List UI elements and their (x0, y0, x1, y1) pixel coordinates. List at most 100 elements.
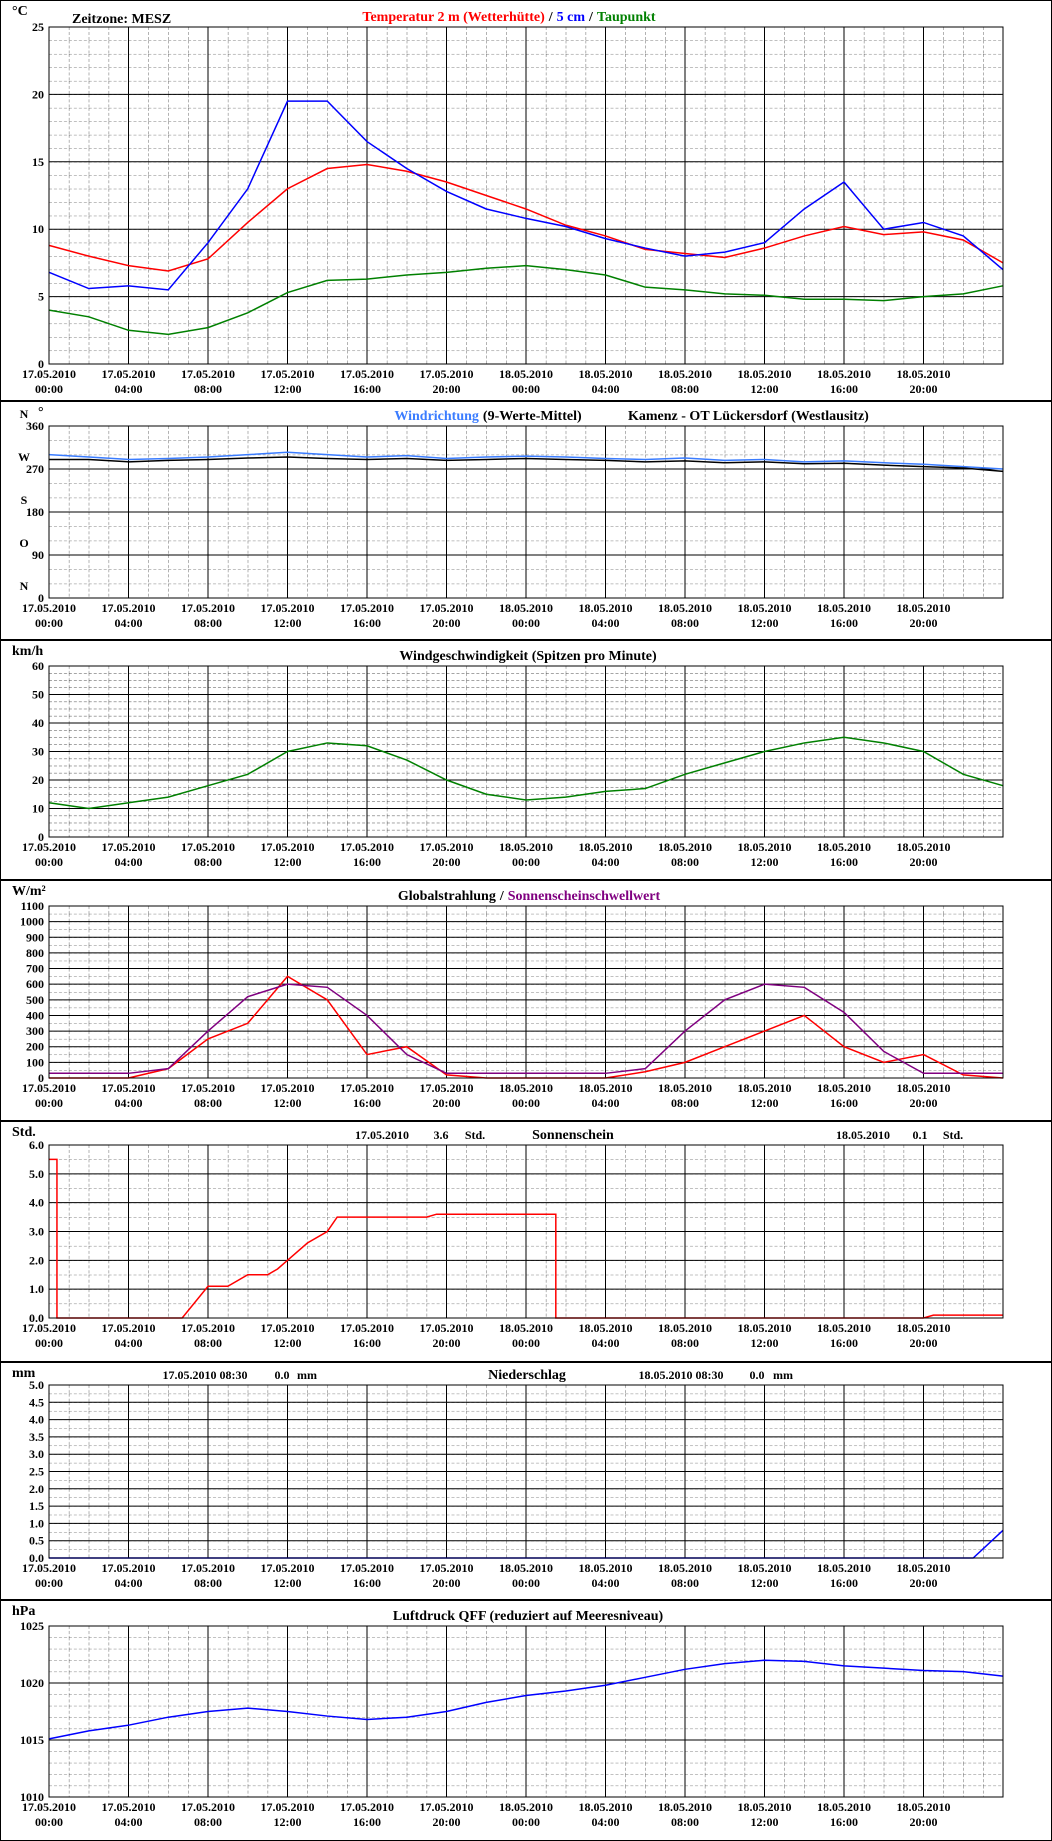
series-line (48, 736, 1004, 810)
x-tick-label: 18.05.2010 04:00 (579, 367, 633, 396)
separator: / (588, 10, 594, 25)
y-tick-label: 500 (26, 993, 44, 1007)
y-tick-label: 1.0 (29, 1282, 44, 1296)
plot-border (48, 665, 1004, 838)
x-tick-label: 17.05.2010 04:00 (102, 840, 156, 869)
x-tick-label: 17.05.2010 04:00 (102, 601, 156, 630)
series-line (48, 100, 1004, 291)
x-tick-label: 17.05.2010 08:00 (181, 1800, 235, 1829)
x-tick-label: 18.05.2010 16:00 (817, 601, 871, 630)
y-tick-label: 300 (26, 1024, 44, 1038)
legend-entry: Globalstrahlung (398, 889, 496, 904)
x-tick-label: 17.05.2010 20:00 (420, 601, 474, 630)
y-tick-label: 100 (26, 1055, 44, 1069)
x-tick-label: 18.05.2010 08:00 (658, 1321, 712, 1350)
legend-entry: 5 cm (557, 10, 586, 25)
x-tick-label: 18.05.2010 08:00 (658, 1561, 712, 1590)
x-tick-label: 18.05.2010 08:00 (658, 601, 712, 630)
series-line (48, 451, 1004, 470)
total-unit: mm (773, 1368, 793, 1382)
y-tick-label: 2.0 (29, 1482, 44, 1496)
y-tick-label: 2.0 (29, 1253, 44, 1267)
legend-entry: Taupunkt (597, 10, 656, 25)
unit-label: hPa (12, 1604, 35, 1619)
x-tick-label: 17.05.2010 12:00 (261, 1321, 315, 1350)
y-tick-label: 10 (32, 222, 44, 236)
total-unit: Std. (943, 1128, 963, 1142)
y-tick-label: 900 (26, 930, 44, 944)
compass-label: N (20, 579, 29, 593)
legend-entry: Sonnenscheinschwellwert (508, 889, 661, 904)
y-tick-label: 360 (26, 419, 44, 433)
y-tick-label: 60 (32, 659, 44, 673)
series-line (48, 163, 1004, 272)
y-tick-label: 2.5 (29, 1465, 44, 1479)
x-tick-label: 17.05.2010 12:00 (261, 601, 315, 630)
x-tick-label: 17.05.2010 16:00 (340, 1561, 394, 1590)
y-tick-label: 180 (26, 505, 44, 519)
y-tick-label: 20 (32, 773, 44, 787)
y-tick-label: 40 (32, 716, 44, 730)
x-tick-label: 18.05.2010 20:00 (897, 840, 951, 869)
x-tick-label: 17.05.2010 20:00 (420, 1561, 474, 1590)
x-tick-label: 18.05.2010 04:00 (579, 601, 633, 630)
plot-border (48, 26, 1004, 365)
x-tick-label: 18.05.2010 20:00 (897, 367, 951, 396)
x-tick-label: 18.05.2010 00:00 (499, 1800, 553, 1829)
y-tick-label: 1.0 (29, 1516, 44, 1530)
x-tick-label: 17.05.2010 00:00 (22, 1800, 76, 1829)
y-tick-label: 0.5 (29, 1534, 44, 1548)
y-tick-label: 3.0 (29, 1225, 44, 1239)
x-tick-label: 18.05.2010 04:00 (579, 1561, 633, 1590)
x-tick-label: 18.05.2010 12:00 (738, 840, 792, 869)
y-tick-label: 0 (38, 591, 44, 605)
x-tick-label: 18.05.2010 00:00 (499, 601, 553, 630)
x-tick-label: 17.05.2010 00:00 (22, 601, 76, 630)
unit-label: ° (38, 405, 44, 420)
legend-entry: Temperatur 2 m (Wetterhütte) (362, 10, 545, 25)
x-tick-label: 18.05.2010 16:00 (817, 367, 871, 396)
y-tick-label: 25 (32, 20, 44, 34)
x-tick-label: 17.05.2010 20:00 (420, 1800, 474, 1829)
chart-title: Windgeschwindigkeit (Spitzen pro Minute) (399, 649, 657, 664)
y-tick-label: 4.5 (29, 1395, 44, 1409)
x-tick-label: 17.05.2010 00:00 (22, 1081, 76, 1110)
x-tick-label: 18.05.2010 16:00 (817, 840, 871, 869)
y-tick-label: 0 (38, 357, 44, 371)
x-tick-label: 17.05.2010 20:00 (420, 1321, 474, 1350)
total-date: 18.05.2010 (836, 1128, 890, 1142)
plot-border (48, 1625, 1004, 1798)
y-tick-label: 600 (26, 977, 44, 991)
y-tick-label: 1000 (20, 915, 44, 929)
x-tick-label: 17.05.2010 20:00 (420, 840, 474, 869)
x-tick-label: 18.05.2010 12:00 (738, 601, 792, 630)
x-tick-label: 17.05.2010 00:00 (22, 1321, 76, 1350)
x-tick-label: 17.05.2010 12:00 (261, 840, 315, 869)
x-tick-label: 17.05.2010 16:00 (340, 1321, 394, 1350)
y-tick-label: 0 (38, 830, 44, 844)
x-tick-label: 18.05.2010 00:00 (499, 1561, 553, 1590)
y-tick-label: 400 (26, 1008, 44, 1022)
y-tick-label: 200 (26, 1040, 44, 1054)
unit-label: km/h (12, 644, 43, 659)
x-tick-label: 17.05.2010 00:00 (22, 840, 76, 869)
series-line (49, 1158, 1003, 1319)
total-value: 0.0 (275, 1368, 290, 1382)
x-tick-label: 18.05.2010 16:00 (817, 1321, 871, 1350)
header: Globalstrahlung / Sonnenscheinschwellwert (398, 889, 661, 904)
x-tick-label: 17.05.2010 08:00 (181, 1561, 235, 1590)
y-tick-label: 10 (32, 802, 44, 816)
header: Temperatur 2 m (Wetterhütte)/5 cm / Taupun… (362, 10, 655, 25)
x-tick-label: 18.05.2010 20:00 (897, 1561, 951, 1590)
y-tick-label: 1025 (20, 1619, 44, 1633)
x-tick-label: 17.05.2010 08:00 (181, 1081, 235, 1110)
compass-label: O (19, 536, 28, 550)
x-tick-label: 18.05.2010 08:00 (658, 1800, 712, 1829)
unit-label: W/m² (12, 884, 46, 899)
total-date: 18.05.2010 08:30 (639, 1368, 724, 1382)
y-tick-label: 1015 (20, 1733, 44, 1747)
x-tick-label: 18.05.2010 20:00 (897, 1081, 951, 1110)
header: Windrichtung (9-Werte-Mittel) (394, 409, 582, 424)
chart-title: Niederschlag (488, 1368, 566, 1383)
